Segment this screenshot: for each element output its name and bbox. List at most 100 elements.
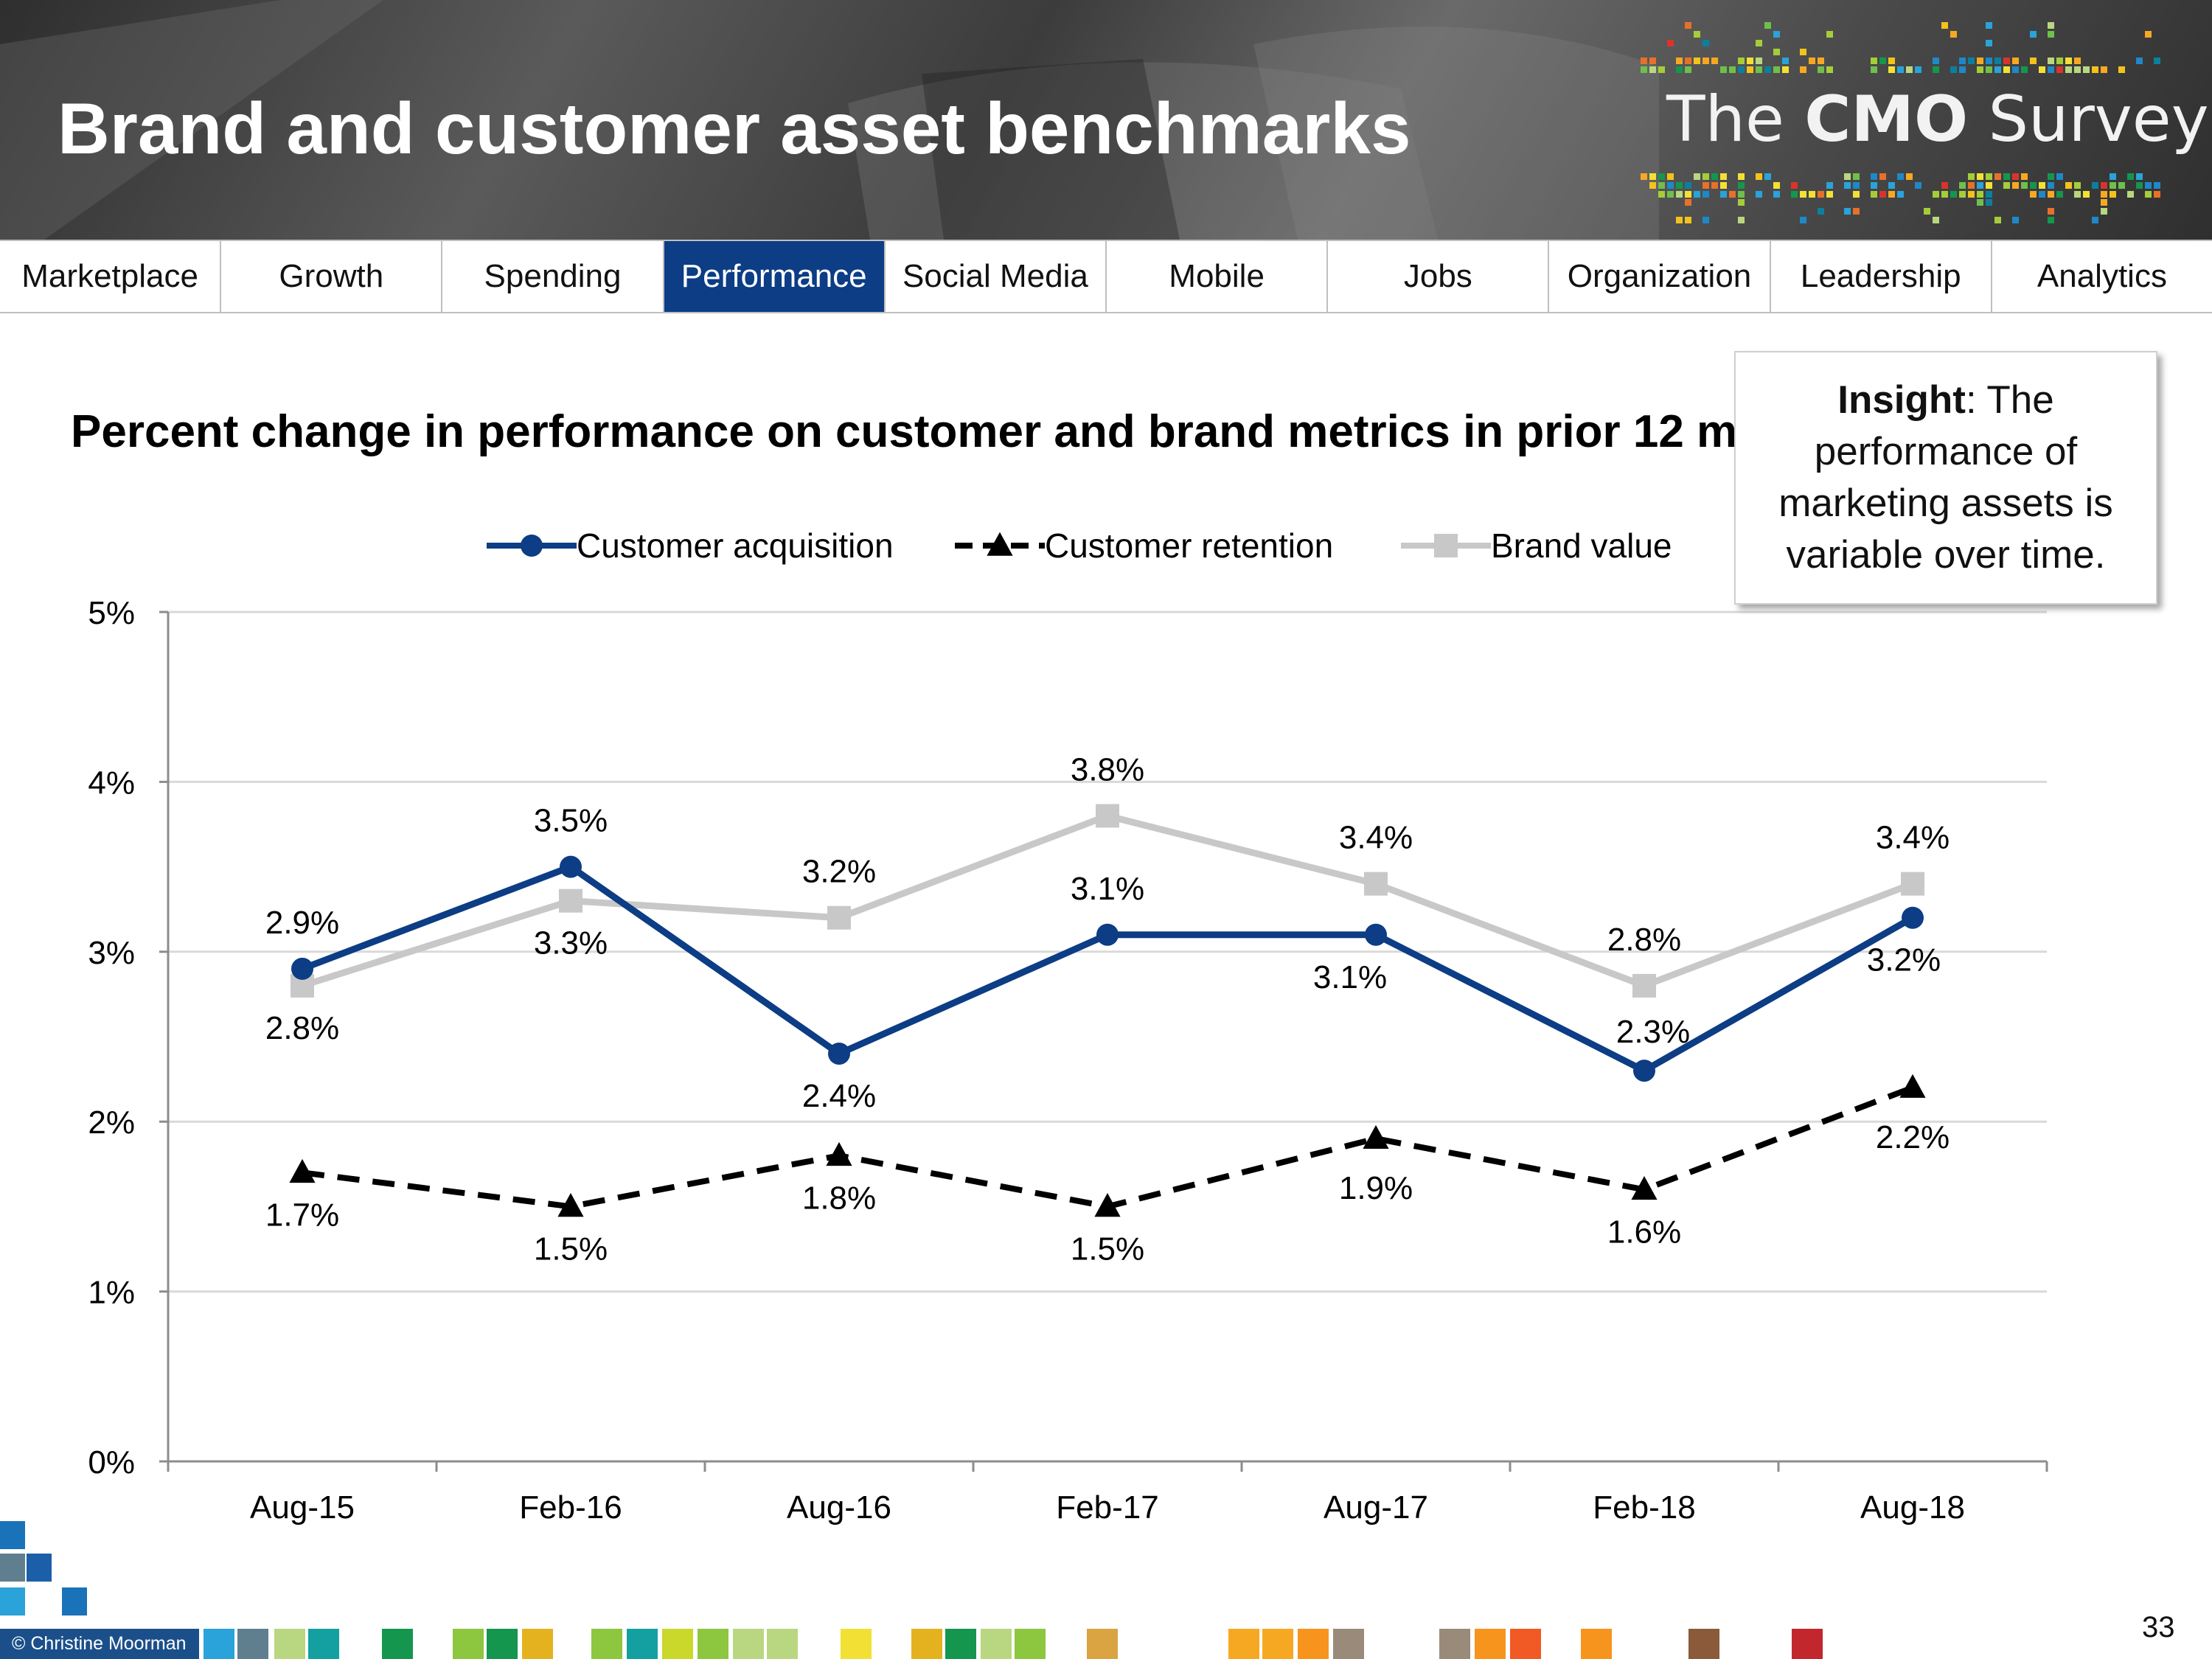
footer-square	[237, 1629, 268, 1659]
logo-pixel	[1853, 173, 1860, 180]
logo-pixel	[1711, 182, 1718, 189]
series-customer-retention	[289, 1074, 1926, 1217]
logo-pixel	[2012, 182, 2019, 189]
logo-pixel	[1897, 191, 1904, 198]
logo-pixel	[1685, 199, 1691, 206]
logo-pixel	[2048, 173, 2054, 180]
logo-pixel	[1844, 208, 1851, 215]
footer-square	[27, 1554, 52, 1582]
logo-pixel	[1968, 182, 1975, 189]
logo-pixel	[1703, 58, 1709, 64]
footer-square	[911, 1629, 942, 1659]
x-tick-label: Feb-17	[1056, 1489, 1158, 1526]
logo-pixel	[1906, 66, 1913, 73]
data-label: 1.8%	[802, 1180, 876, 1216]
logo-pixel	[1711, 58, 1718, 64]
logo-pixel	[1977, 173, 1983, 180]
logo-pixel	[2136, 173, 2143, 180]
logo-pixel	[1826, 66, 1833, 73]
tab-social-media[interactable]: Social Media	[886, 241, 1107, 312]
insight-text: Insight: The performance of marketing as…	[1778, 378, 2113, 577]
logo-pixel	[1685, 217, 1691, 223]
y-tick-label: 2%	[88, 1105, 135, 1141]
logo-pixel	[1685, 191, 1691, 198]
logo-pixel	[1968, 173, 1975, 180]
logo-pixel	[2092, 182, 2098, 189]
logo-pixel	[1756, 40, 1762, 46]
logo-pixel	[1791, 191, 1798, 198]
footer-square	[1262, 1629, 1293, 1659]
logo-pixel	[2003, 182, 2010, 189]
logo-pixel	[1694, 173, 1700, 180]
logo-pixel	[1888, 58, 1895, 64]
footer-square	[274, 1629, 305, 1659]
data-point	[828, 1043, 850, 1065]
logo-pixel	[1897, 66, 1904, 73]
logo-pixel	[1933, 191, 1939, 198]
tab-mobile[interactable]: Mobile	[1107, 241, 1329, 312]
tab-growth[interactable]: Growth	[221, 241, 443, 312]
logo-pixel	[1959, 191, 1966, 198]
data-point	[1365, 923, 1387, 946]
logo-pixel	[1676, 66, 1683, 73]
x-tick-label: Aug-18	[1860, 1489, 1965, 1526]
logo-pixel	[1968, 58, 1975, 64]
page-title: Brand and customer asset benchmarks	[58, 88, 1411, 169]
logo-pixel	[1720, 182, 1727, 189]
header-banner: Brand and customer asset benchmarks The …	[0, 0, 2212, 240]
tab-performance[interactable]: Performance	[664, 241, 886, 312]
logo-pixel	[1897, 173, 1904, 180]
logo-pixel	[1977, 191, 1983, 198]
x-tick-label: Aug-16	[787, 1489, 891, 1526]
tab-spending[interactable]: Spending	[442, 241, 664, 312]
header-background-image	[0, 0, 1659, 240]
tab-leadership[interactable]: Leadership	[1771, 241, 1992, 312]
tab-marketplace[interactable]: Marketplace	[0, 241, 222, 312]
logo-pixel	[2145, 191, 2152, 198]
logo-pixel	[1711, 173, 1718, 180]
data-point	[826, 1141, 852, 1166]
logo-pixel	[2154, 182, 2160, 189]
footer-square	[767, 1629, 798, 1659]
logo-pixel	[1667, 173, 1674, 180]
logo-pixel	[2092, 217, 2098, 223]
tab-organization[interactable]: Organization	[1549, 241, 1771, 312]
logo-pixel	[1959, 58, 1966, 64]
logo-pixel	[1800, 191, 1806, 198]
logo-pixel	[1649, 173, 1656, 180]
footer-decoration	[0, 1521, 1823, 1659]
logo-pixel	[2136, 182, 2143, 189]
logo-pixel	[2110, 182, 2116, 189]
logo-pixel	[1994, 217, 2001, 223]
logo-pixel	[1703, 217, 1709, 223]
logo-pixel	[1703, 173, 1709, 180]
logo-pixel	[1764, 173, 1771, 180]
logo-pixel	[2030, 31, 2037, 38]
logo-pixel	[1986, 199, 1992, 206]
tab-analytics[interactable]: Analytics	[2037, 258, 2167, 294]
data-point	[1633, 1060, 1655, 1082]
logo-pixel	[1658, 182, 1665, 189]
data-point	[291, 957, 313, 980]
logo-pixel	[2048, 208, 2054, 215]
data-label: 1.5%	[534, 1231, 608, 1267]
logo-pixel	[1871, 191, 1877, 198]
logo-pixel	[1826, 182, 1833, 189]
logo-pixel	[1853, 208, 1860, 215]
logo-pixel	[2083, 66, 2090, 73]
logo-pixel	[1809, 191, 1815, 198]
data-point	[1899, 1074, 1926, 1098]
footer-square	[204, 1629, 234, 1659]
logo-text: The CMO Survey	[1666, 83, 2209, 156]
tab-jobs[interactable]: Jobs	[1328, 241, 1550, 312]
footer-square	[733, 1629, 764, 1659]
logo-pixel	[1809, 58, 1815, 64]
logo-pixel	[1764, 22, 1771, 29]
data-point	[559, 888, 582, 913]
legend-marker	[987, 532, 1013, 556]
series-brand-value	[291, 804, 1924, 998]
logo-pixel-pattern	[1641, 22, 2160, 223]
logo-pixel	[1818, 66, 1824, 73]
logo-pixel	[2118, 182, 2125, 189]
logo-pixel	[2039, 66, 2045, 73]
